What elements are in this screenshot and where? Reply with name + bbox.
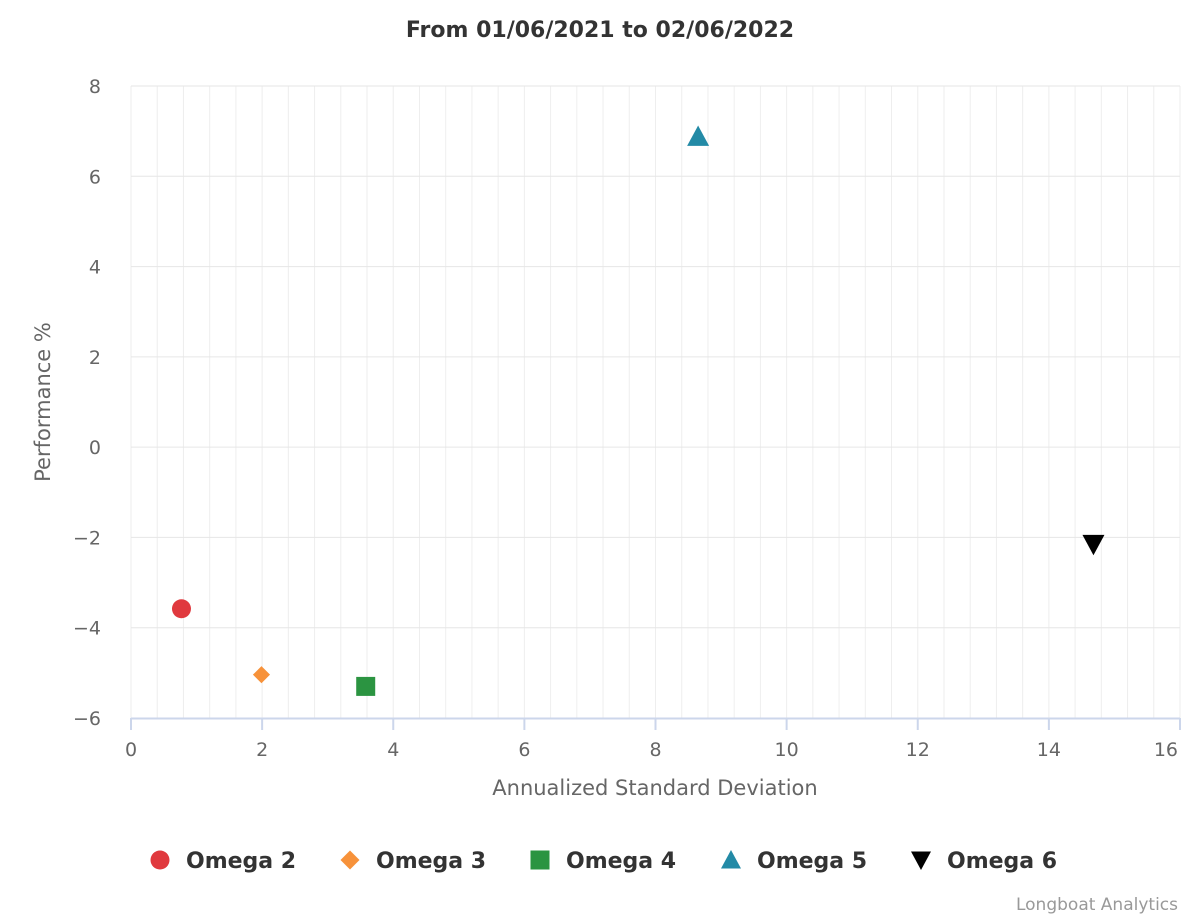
legend-label: Omega 4 [566,849,676,874]
legend-item-omega-6[interactable]: Omega 6 [911,849,1057,874]
y-tick-label: −2 [73,527,101,549]
data-point-omega-3 [252,666,271,684]
legend-marker-omega-5 [721,850,741,869]
data-points [171,125,1105,696]
x-tick-label: 12 [906,739,930,761]
data-point-omega-6 [1082,534,1105,556]
legend-item-omega-4[interactable]: Omega 4 [530,849,677,874]
axes: 8 6 4 2 0 −2 −4 −6 0 2 4 6 8 10 12 14 16 [73,76,1181,761]
legend-marker-omega-2 [150,850,170,870]
y-tick-label: 2 [89,347,101,369]
data-point-omega-2 [171,599,191,619]
data-point-omega-4 [356,676,376,696]
legend-item-omega-2[interactable]: Omega 2 [150,849,297,874]
legend-label: Omega 6 [947,849,1057,874]
legend-label: Omega 2 [186,849,296,874]
y-axis-title: Performance % [31,322,55,482]
x-tick-label: 10 [775,739,799,761]
y-tick-label: −6 [73,708,101,730]
data-point-omega-5 [687,125,710,146]
x-tick-label: 6 [518,739,530,761]
x-tick-label: 16 [1154,739,1178,761]
chart-title: From 01/06/2021 to 02/06/2022 [406,18,794,43]
legend-item-omega-3[interactable]: Omega 3 [340,849,487,874]
legend-marker-omega-6 [911,851,931,870]
legend: Omega 2 Omega 3 Omega 4 Omega 5 Omega 6 [150,849,1057,874]
legend-label: Omega 5 [757,849,867,874]
legend-label: Omega 3 [376,849,486,874]
x-axis-title: Annualized Standard Deviation [492,776,817,800]
y-tick-label: 0 [89,437,101,459]
legend-marker-omega-3 [340,850,360,870]
grid [130,85,1181,718]
credits-label[interactable]: Longboat Analytics [1016,895,1178,915]
y-tick-label: 6 [89,166,101,188]
x-tick-label: 14 [1037,739,1061,761]
x-tick-label: 4 [387,739,399,761]
x-tick-label: 8 [649,739,661,761]
legend-item-omega-5[interactable]: Omega 5 [721,849,867,874]
y-tick-label: 4 [89,257,101,279]
y-tick-label: −4 [73,618,101,640]
legend-marker-omega-4 [530,850,550,870]
x-tick-label: 2 [256,739,268,761]
y-tick-label: 8 [89,76,101,98]
x-tick-label: 0 [125,739,137,761]
